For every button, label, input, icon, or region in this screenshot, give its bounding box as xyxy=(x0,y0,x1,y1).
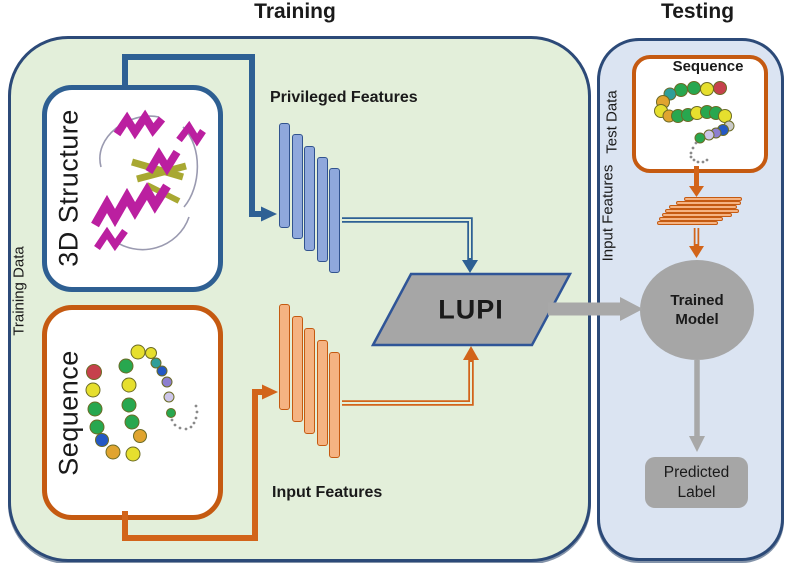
sequence-beads-image-test xyxy=(654,81,735,164)
predicted-label-text: Predicted Label xyxy=(663,464,730,501)
input-features-label-test: Input Features xyxy=(599,164,617,262)
input-features-label-train: Input Features xyxy=(272,484,383,501)
protein-structure-image xyxy=(91,109,206,252)
lupi-label: LUPI xyxy=(438,294,504,325)
testing-section-title: Testing xyxy=(660,0,735,23)
sequence-beads-image-train xyxy=(85,344,199,462)
test-data-label: Test Data xyxy=(603,90,621,154)
training-data-label: Training Data xyxy=(10,246,28,336)
training-section-title: Training xyxy=(254,0,336,23)
predicted-label-node: Predicted Label xyxy=(645,457,748,508)
structure-box-label: 3D Structure xyxy=(53,109,84,267)
structure-box: 3D Structure xyxy=(42,85,223,292)
sequence-box-test-label: Sequence xyxy=(672,58,744,75)
trained-model-label: Trained Model xyxy=(670,291,724,329)
trained-model-node: Trained Model xyxy=(640,260,754,360)
privileged-features-label: Privileged Features xyxy=(270,89,418,106)
